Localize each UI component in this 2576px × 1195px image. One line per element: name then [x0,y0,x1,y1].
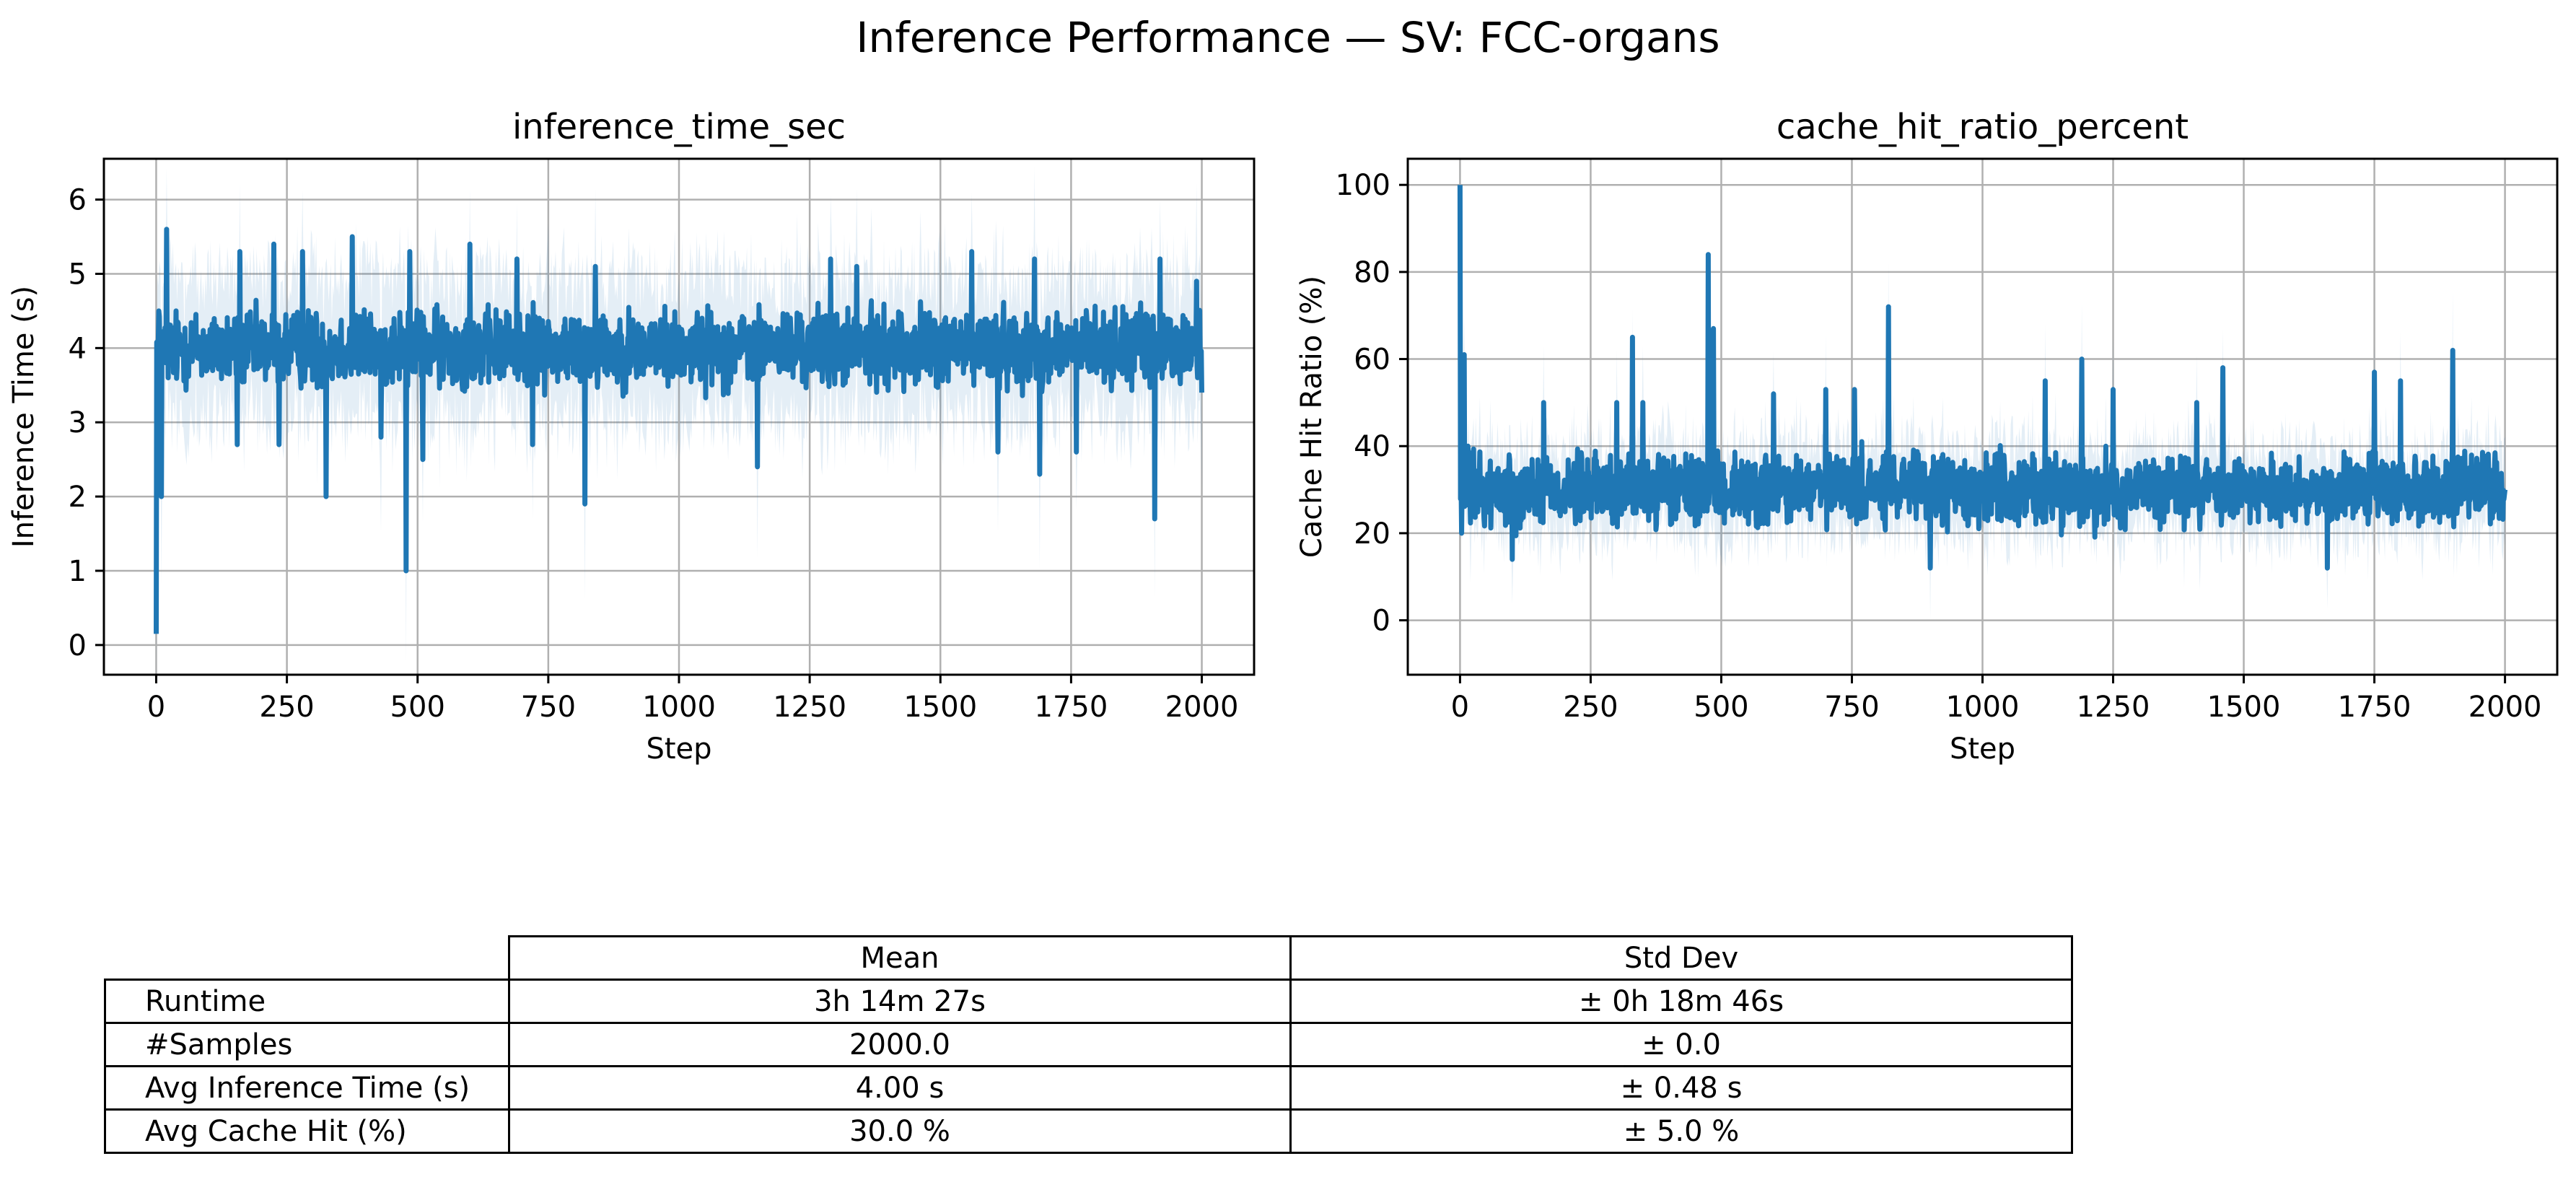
row-label: Avg Cache Hit (%) [104,1108,510,1154]
y-tick-label: 3 [69,406,87,439]
x-tick-label: 500 [1694,691,1748,724]
table-header-row: Mean Std Dev [105,935,2073,981]
y-tick-label: 60 [1354,343,1390,377]
y-tick-label: 0 [1372,605,1390,638]
table-row: Avg Inference Time (s) 4.00 s ± 0.48 s [104,1065,2073,1111]
x-tick-label: 0 [147,691,165,724]
chart-cache-hit-ratio: 0 250 500 750 1000 1250 1500 1750 2000 0 20 40 60 80 1… [1295,107,2559,766]
y-tick-label: 5 [69,258,87,291]
mean-cell: 4.00 s [508,1065,1292,1111]
mean-cell: 2000.0 [508,1022,1292,1067]
row-label: Avg Inference Time (s) [104,1065,510,1111]
summary-table: Mean Std Dev Runtime 3h 14m 27s ± 0h 18m… [104,935,2073,1154]
x-tick-label: 250 [259,691,314,724]
y-tick-label: 4 [69,332,87,365]
x-tick-label: 1250 [2077,691,2150,724]
series-line [154,227,1204,634]
x-tick-label: 1250 [773,691,846,724]
std-cell: ± 0.0 [1289,1022,2073,1067]
y-axis-label: Inference Time (s) [7,286,40,548]
x-tick-label: 250 [1563,691,1618,724]
x-axis-label: Step [1950,732,2015,766]
row-label: #Samples [104,1022,510,1067]
y-tick-label: 100 [1336,169,1390,202]
y-tick-label: 80 [1354,256,1390,289]
series-line [1457,185,2508,571]
y-tick-label: 40 [1354,430,1390,463]
mean-cell: 30.0 % [508,1108,1292,1154]
charts-canvas: 0 250 500 750 1000 1250 1500 1750 20000123456inf… [7,107,2559,766]
table-corner [105,936,510,981]
x-axis-label: Step [646,732,711,766]
x-tick-label: 1000 [642,691,716,724]
column-header-mean: Mean [508,935,1292,981]
chart-title: inference_time_sec [512,107,846,147]
x-tick-label: 750 [521,691,576,724]
x-tick-label: 2000 [2468,691,2542,724]
table-row: #Samples 2000.0 ± 0.0 [104,1022,2073,1067]
x-tick-label: 750 [1824,691,1879,724]
x-tick-label: 500 [390,691,445,724]
std-cell: ± 0.48 s [1289,1065,2073,1111]
x-tick-label: 1500 [903,691,977,724]
mean-cell: 3h 14m 27s [508,979,1292,1024]
std-cell: ± 5.0 % [1289,1108,2073,1154]
x-tick-label: 0 [1451,691,1469,724]
std-cell: ± 0h 18m 46s [1289,979,2073,1024]
column-header-std: Std Dev [1289,935,2073,981]
y-tick-label: 6 [69,184,87,217]
table-row: Avg Cache Hit (%) 30.0 % ± 5.0 % [104,1108,2073,1154]
y-tick-label: 2 [69,481,87,514]
y-axis-label: Cache Hit Ratio (%) [1295,276,1328,558]
figure-title: Inference Performance — SV: FCC-organs [856,13,1720,62]
x-tick-label: 1000 [1946,691,2020,724]
std-band [156,166,1202,715]
chart-title: cache_hit_ratio_percent [1777,107,2189,147]
row-label: Runtime [104,979,510,1024]
x-tick-label: 1750 [2338,691,2411,724]
x-tick-label: 1500 [2207,691,2281,724]
y-tick-label: 0 [69,629,87,662]
y-tick-label: 1 [69,555,87,588]
chart-inference-time: 0 250 500 750 1000 1250 1500 1750 2000 0 1 2 3 4 5 6 inf… [7,107,1256,766]
x-tick-label: 2000 [1165,691,1239,724]
table-row: Runtime 3h 14m 27s ± 0h 18m 46s [104,979,2073,1024]
x-tick-label: 1750 [1035,691,1108,724]
y-tick-label: 20 [1354,517,1390,551]
